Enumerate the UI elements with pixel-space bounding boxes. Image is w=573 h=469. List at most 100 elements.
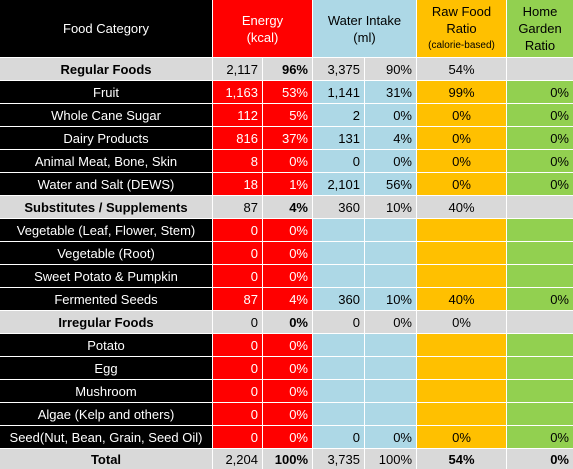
cell-category: Vegetable (Root) bbox=[0, 242, 213, 264]
cell-raw-food-ratio bbox=[417, 357, 507, 379]
cell-garden-ratio: 0% bbox=[507, 150, 573, 172]
cell-raw-food-ratio bbox=[417, 242, 507, 264]
cell-water-pct bbox=[365, 380, 417, 402]
cell-energy: 0 bbox=[213, 265, 263, 287]
cell-garden-ratio bbox=[507, 265, 573, 287]
cell-water-pct: 10% bbox=[365, 288, 417, 310]
cell-water bbox=[313, 219, 365, 241]
cell-water: 3,735 bbox=[313, 449, 365, 469]
cell-category: Substitutes / Supplements bbox=[0, 196, 213, 218]
cell-energy-pct: 100% bbox=[263, 449, 313, 469]
cell-water-pct bbox=[365, 357, 417, 379]
cell-water bbox=[313, 265, 365, 287]
cell-water: 2 bbox=[313, 104, 365, 126]
cell-raw-food-ratio: 40% bbox=[417, 196, 507, 218]
cell-garden-ratio bbox=[507, 403, 573, 425]
cell-water: 0 bbox=[313, 150, 365, 172]
cell-raw-food-ratio bbox=[417, 403, 507, 425]
cell-category: Dairy Products bbox=[0, 127, 213, 149]
table-row: Animal Meat, Bone, Skin 8 0% 0 0% 0% 0% bbox=[0, 150, 573, 172]
header-garden-home: Home bbox=[522, 4, 558, 19]
cell-raw-food-ratio bbox=[417, 219, 507, 241]
header-water: Water Intake (ml) bbox=[313, 0, 417, 57]
cell-energy-pct: 0% bbox=[263, 242, 313, 264]
table-row: Whole Cane Sugar 112 5% 2 0% 0% 0% bbox=[0, 104, 573, 126]
cell-energy: 0 bbox=[213, 311, 263, 333]
cell-water bbox=[313, 357, 365, 379]
cell-energy-pct: 0% bbox=[263, 357, 313, 379]
cell-energy: 8 bbox=[213, 150, 263, 172]
cell-energy: 0 bbox=[213, 242, 263, 264]
table-row: Egg 0 0% bbox=[0, 357, 573, 379]
header-garden-ratio: Ratio bbox=[524, 38, 556, 53]
cell-raw-food-ratio: 0% bbox=[417, 426, 507, 448]
cell-category: Seed(Nut, Bean, Grain, Seed Oil) bbox=[0, 426, 213, 448]
header-garden-garden: Garden bbox=[518, 21, 562, 36]
cell-garden-ratio: 0% bbox=[507, 288, 573, 310]
header-water-label: Water Intake bbox=[327, 12, 402, 28]
cell-water-pct bbox=[365, 403, 417, 425]
cell-water bbox=[313, 403, 365, 425]
cell-energy: 87 bbox=[213, 196, 263, 218]
cell-category: Potato bbox=[0, 334, 213, 356]
cell-raw-food-ratio: 54% bbox=[417, 449, 507, 469]
cell-energy-pct: 37% bbox=[263, 127, 313, 149]
cell-energy: 2,204 bbox=[213, 449, 263, 469]
cell-energy: 0 bbox=[213, 403, 263, 425]
cell-category: Vegetable (Leaf, Flower, Stem) bbox=[0, 219, 213, 241]
table-row: Water and Salt (DEWS) 18 1% 2,101 56% 0% 0% bbox=[0, 173, 573, 195]
cell-energy: 0 bbox=[213, 426, 263, 448]
cell-water: 2,101 bbox=[313, 173, 365, 195]
cell-energy-pct: 0% bbox=[263, 403, 313, 425]
cell-energy: 112 bbox=[213, 104, 263, 126]
cell-energy-pct: 0% bbox=[263, 380, 313, 402]
table-row: Mushroom 0 0% bbox=[0, 380, 573, 402]
cell-water-pct: 90% bbox=[365, 58, 417, 80]
cell-energy-pct: 0% bbox=[263, 265, 313, 287]
cell-water: 1,141 bbox=[313, 81, 365, 103]
cell-energy: 0 bbox=[213, 357, 263, 379]
cell-category: Egg bbox=[0, 357, 213, 379]
cell-energy: 0 bbox=[213, 219, 263, 241]
cell-water: 360 bbox=[313, 288, 365, 310]
cell-category: Irregular Foods bbox=[0, 311, 213, 333]
group-row: Irregular Foods 0 0% 0 0% 0% bbox=[0, 311, 573, 333]
header-food-category: Food Category bbox=[0, 0, 213, 57]
header-water-unit: (ml) bbox=[353, 29, 376, 45]
cell-energy: 816 bbox=[213, 127, 263, 149]
cell-garden-ratio: 0% bbox=[507, 426, 573, 448]
cell-energy-pct: 5% bbox=[263, 104, 313, 126]
header-raw-food-ratio: Ratio bbox=[446, 21, 477, 36]
cell-garden-ratio bbox=[507, 357, 573, 379]
cell-water-pct bbox=[365, 219, 417, 241]
cell-water-pct: 4% bbox=[365, 127, 417, 149]
header-garden: Home Garden Ratio bbox=[507, 0, 573, 57]
table-row: Fermented Seeds 87 4% 360 10% 40% 0% bbox=[0, 288, 573, 310]
header-energy-label: Energy bbox=[241, 12, 284, 28]
cell-garden-ratio: 0% bbox=[507, 104, 573, 126]
cell-water-pct: 0% bbox=[365, 104, 417, 126]
cell-energy: 18 bbox=[213, 173, 263, 195]
cell-category: Whole Cane Sugar bbox=[0, 104, 213, 126]
table-row: Algae (Kelp and others) 0 0% bbox=[0, 403, 573, 425]
cell-energy-pct: 96% bbox=[263, 58, 313, 80]
cell-water-pct bbox=[365, 265, 417, 287]
cell-water: 0 bbox=[313, 311, 365, 333]
cell-garden-ratio bbox=[507, 311, 573, 333]
cell-category: Water and Salt (DEWS) bbox=[0, 173, 213, 195]
cell-water: 360 bbox=[313, 196, 365, 218]
header-energy: Energy (kcal) bbox=[213, 0, 313, 57]
cell-energy: 87 bbox=[213, 288, 263, 310]
cell-garden-ratio bbox=[507, 219, 573, 241]
header-row: Food Category Energy (kcal) Water Intake… bbox=[0, 0, 573, 57]
header-raw-food-note: (calorie-based) bbox=[428, 40, 495, 51]
cell-water-pct bbox=[365, 334, 417, 356]
cell-water-pct bbox=[365, 242, 417, 264]
cell-energy-pct: 53% bbox=[263, 81, 313, 103]
cell-category: Animal Meat, Bone, Skin bbox=[0, 150, 213, 172]
cell-category: Sweet Potato & Pumpkin bbox=[0, 265, 213, 287]
table-row: Seed(Nut, Bean, Grain, Seed Oil) 0 0% 0 0% 0%… bbox=[0, 426, 573, 448]
table-row: Vegetable (Leaf, Flower, Stem) 0 0% bbox=[0, 219, 573, 241]
cell-water-pct: 0% bbox=[365, 426, 417, 448]
